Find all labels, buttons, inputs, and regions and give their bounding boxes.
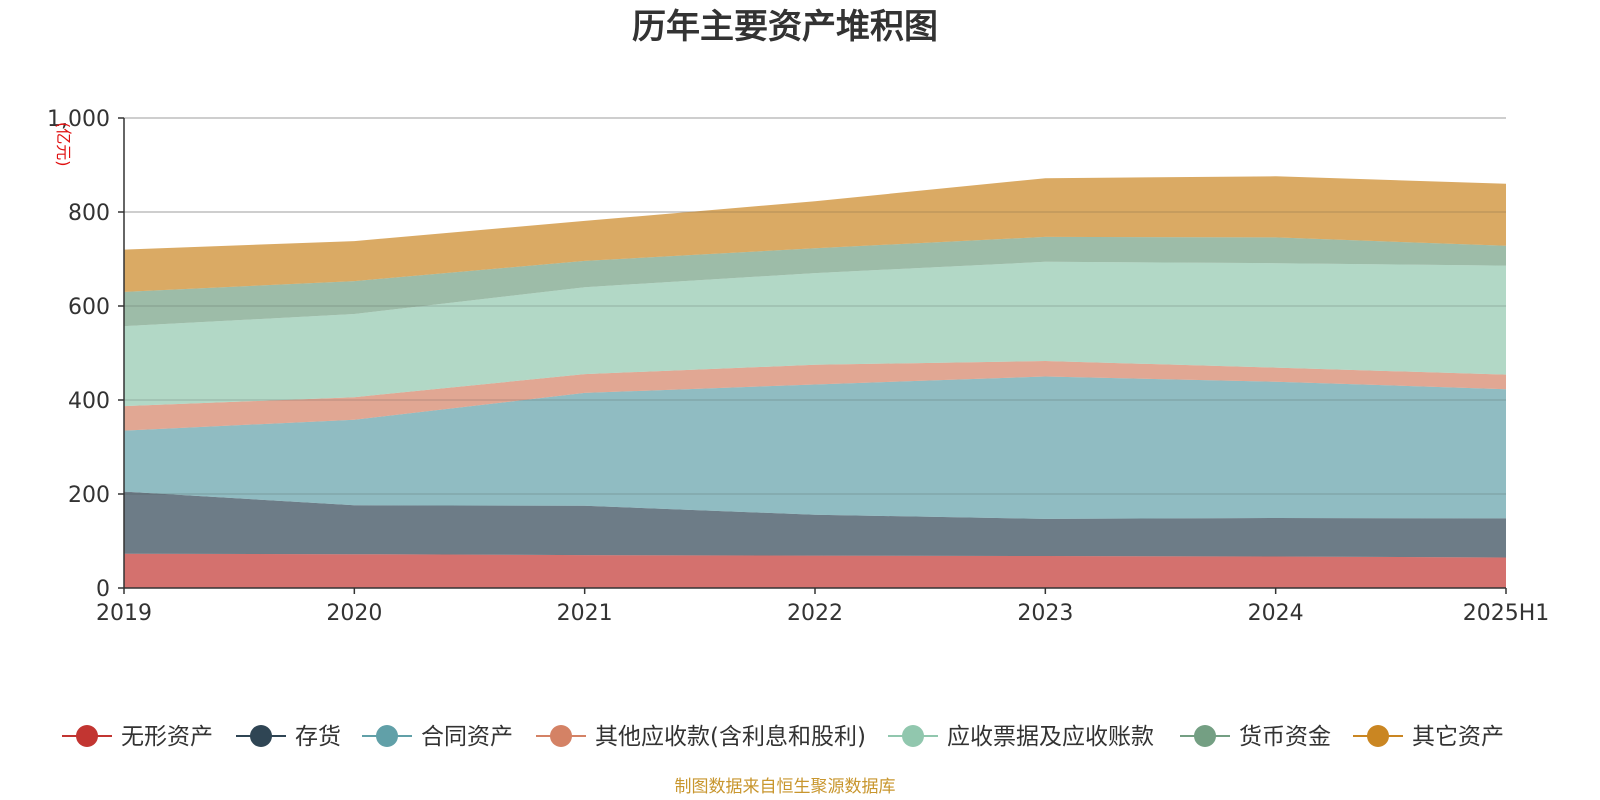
- y-tick-label: 1,000: [47, 107, 110, 132]
- area-series-5: [124, 261, 1506, 407]
- x-tick-label: 2019: [96, 601, 152, 626]
- legend-marker: [1367, 725, 1389, 747]
- area-series-2: [124, 491, 1506, 558]
- legend-marker: [250, 725, 272, 747]
- y-tick-label: 0: [96, 577, 110, 602]
- area-series-3: [124, 376, 1506, 519]
- legend-item-5[interactable]: 应收票据及应收账款: [888, 724, 1154, 750]
- legend-marker: [1194, 725, 1216, 747]
- legend-label: 应收票据及应收账款: [947, 724, 1154, 750]
- legend: 无形资产 存货 合同资产 其他应收款(含利息和股利) 应收票据及应收账款 货币资金 其它资产: [62, 724, 1504, 750]
- x-tick-label: 2023: [1017, 601, 1073, 626]
- x-tick-label: 2022: [787, 601, 843, 626]
- area-series-4: [124, 361, 1506, 431]
- legend-marker: [902, 725, 924, 747]
- y-tick-label: 200: [68, 483, 110, 508]
- area-series-1: [124, 553, 1506, 588]
- legend-item-1[interactable]: 无形资产: [62, 724, 213, 750]
- area-series-7: [124, 176, 1506, 292]
- legend-marker: [550, 725, 572, 747]
- legend-marker: [376, 725, 398, 747]
- legend-label: 其它资产: [1412, 724, 1504, 750]
- legend-marker: [76, 725, 98, 747]
- legend-item-2[interactable]: 存货: [236, 724, 341, 750]
- y-tick-label: 600: [68, 295, 110, 320]
- legend-label: 货币资金: [1239, 724, 1331, 750]
- area-series: [124, 117, 1506, 588]
- y-tick-label: 400: [68, 389, 110, 414]
- y-axis-unit-label: (亿元): [54, 122, 73, 167]
- x-tick-label: 2025H1: [1463, 601, 1550, 626]
- x-tick-label: 2024: [1248, 601, 1304, 626]
- legend-label: 存货: [295, 724, 341, 750]
- legend-label: 无形资产: [121, 724, 213, 750]
- legend-item-3[interactable]: 合同资产: [362, 724, 513, 750]
- legend-item-4[interactable]: 其他应收款(含利息和股利): [536, 724, 866, 750]
- axes: [118, 117, 1507, 594]
- data-source-note: 制图数据来自恒生聚源数据库: [675, 777, 896, 797]
- legend-item-6[interactable]: 货币资金: [1180, 724, 1331, 750]
- y-tick-labels: 0 200 400 600 800 1,000: [47, 107, 110, 602]
- x-tick-label: 2020: [326, 601, 382, 626]
- chart-title: 历年主要资产堆积图: [632, 7, 938, 47]
- legend-label: 合同资产: [421, 724, 513, 750]
- y-tick-label: 800: [68, 201, 110, 226]
- area-series-6: [124, 236, 1506, 327]
- legend-item-7[interactable]: 其它资产: [1353, 724, 1504, 750]
- x-tick-label: 2021: [557, 601, 613, 626]
- x-tick-labels: 2019 2020 2021 2022 2023 2024 2025H1: [96, 601, 1549, 626]
- legend-label: 其他应收款(含利息和股利): [595, 724, 866, 750]
